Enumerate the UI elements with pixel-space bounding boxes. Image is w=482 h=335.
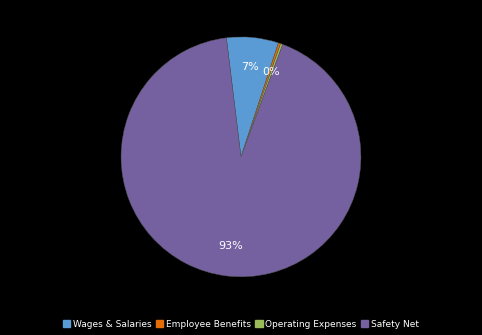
Wedge shape <box>121 38 361 277</box>
Legend: Wages & Salaries, Employee Benefits, Operating Expenses, Safety Net: Wages & Salaries, Employee Benefits, Ope… <box>59 316 423 332</box>
Text: 7%: 7% <box>241 62 259 72</box>
Text: 93%: 93% <box>218 241 243 251</box>
Wedge shape <box>241 44 283 157</box>
Text: 0%: 0% <box>263 67 281 77</box>
Wedge shape <box>241 43 281 157</box>
Wedge shape <box>227 37 279 157</box>
